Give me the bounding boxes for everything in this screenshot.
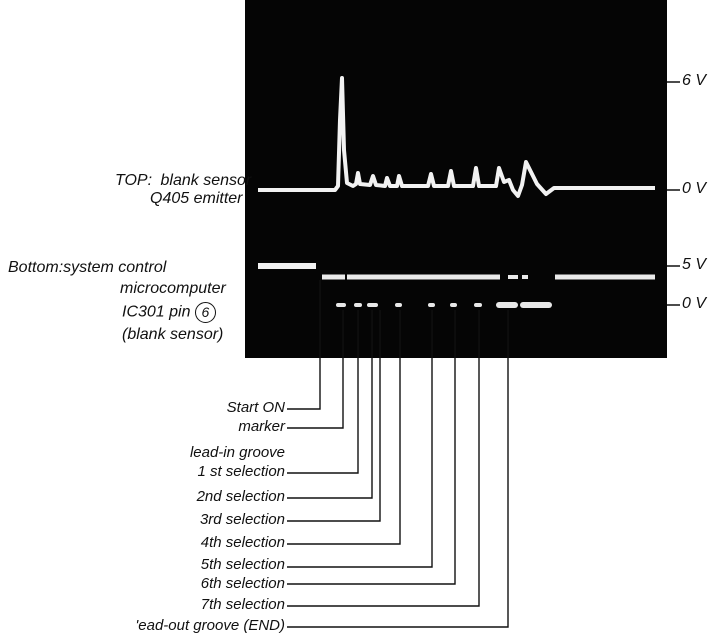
callout-start-on: Start ON <box>226 399 285 416</box>
top-trace <box>258 76 655 198</box>
top-trace-label: TOP: blank sensor <box>115 172 251 190</box>
callout-6th-selection: 6th selection <box>200 575 285 592</box>
top-trace-line2: Q405 emitter <box>150 190 243 207</box>
bottom-trace-line1: system control <box>63 259 167 276</box>
callout-lead-in-groove: lead-in groove <box>189 444 285 461</box>
volt-label-0v-bottom: 0 V <box>682 295 707 312</box>
pin-number-circle: 6 <box>194 302 216 323</box>
top-trace-line1: blank sensor <box>160 172 252 189</box>
bottom-trace-line4: (blank sensor) <box>122 326 224 343</box>
callout-7th-selection: 7th selection <box>200 596 285 613</box>
callout-4th-selection: 4th selection <box>200 534 285 551</box>
callout-lead-out-groove: 'ead-out groove (END) <box>135 617 285 634</box>
callout-leader-lines <box>287 280 509 628</box>
bottom-trace-line3-row: IC301 pin 6 <box>122 302 216 323</box>
oscilloscope-screen <box>245 0 667 358</box>
bottom-trace-low-pulses <box>336 302 552 308</box>
callout-2nd-selection: 2nd selection <box>196 488 285 505</box>
callout-3rd-selection: 3rd selection <box>199 511 285 528</box>
volt-label-6v: 6 V <box>682 72 707 89</box>
callout-1st-selection: 1 st selection <box>197 463 285 480</box>
bottom-trace-line3: IC301 pin <box>122 303 191 321</box>
volt-label-5v: 5 V <box>682 256 707 273</box>
top-trace-prefix: TOP: <box>115 172 153 189</box>
bottom-trace-label: Bottom:system control <box>8 259 166 277</box>
callout-5th-selection: 5th selection <box>200 556 285 573</box>
callout-marker: marker <box>238 418 285 435</box>
volt-label-0v-top: 0 V <box>682 180 707 197</box>
bottom-trace-line2: microcomputer <box>120 280 226 297</box>
bottom-trace-prefix: Bottom: <box>8 259 64 276</box>
